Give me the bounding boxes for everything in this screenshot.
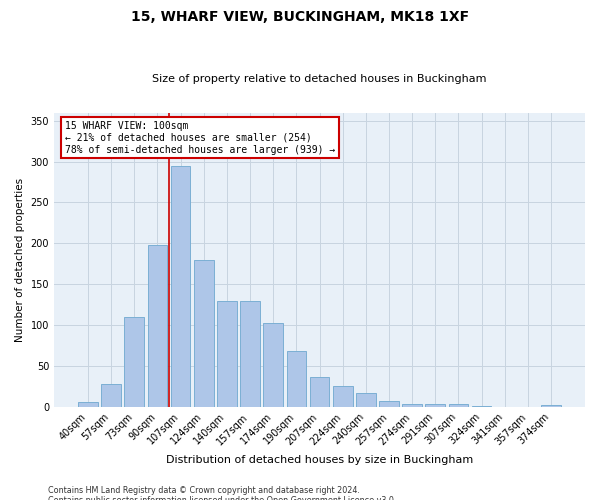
Bar [472, 406, 491, 407]
Bar [449, 404, 468, 407]
Bar [356, 393, 376, 407]
Bar [171, 166, 190, 407]
X-axis label: Distribution of detached houses by size in Buckingham: Distribution of detached houses by size … [166, 455, 473, 465]
Bar [263, 324, 283, 407]
Bar [310, 378, 329, 407]
Text: 15 WHARF VIEW: 100sqm
← 21% of detached houses are smaller (254)
78% of semi-det: 15 WHARF VIEW: 100sqm ← 21% of detached … [65, 122, 335, 154]
Bar [101, 384, 121, 407]
Y-axis label: Number of detached properties: Number of detached properties [15, 178, 25, 342]
Bar [425, 404, 445, 407]
Title: Size of property relative to detached houses in Buckingham: Size of property relative to detached ho… [152, 74, 487, 84]
Text: Contains public sector information licensed under the Open Government Licence v3: Contains public sector information licen… [48, 496, 397, 500]
Bar [217, 300, 237, 407]
Bar [402, 404, 422, 407]
Bar [148, 245, 167, 407]
Bar [541, 405, 561, 407]
Text: Contains HM Land Registry data © Crown copyright and database right 2024.: Contains HM Land Registry data © Crown c… [48, 486, 360, 495]
Text: 15, WHARF VIEW, BUCKINGHAM, MK18 1XF: 15, WHARF VIEW, BUCKINGHAM, MK18 1XF [131, 10, 469, 24]
Bar [194, 260, 214, 407]
Bar [124, 317, 144, 407]
Bar [78, 402, 98, 407]
Bar [240, 300, 260, 407]
Bar [333, 386, 353, 407]
Bar [379, 401, 399, 407]
Bar [287, 351, 306, 407]
